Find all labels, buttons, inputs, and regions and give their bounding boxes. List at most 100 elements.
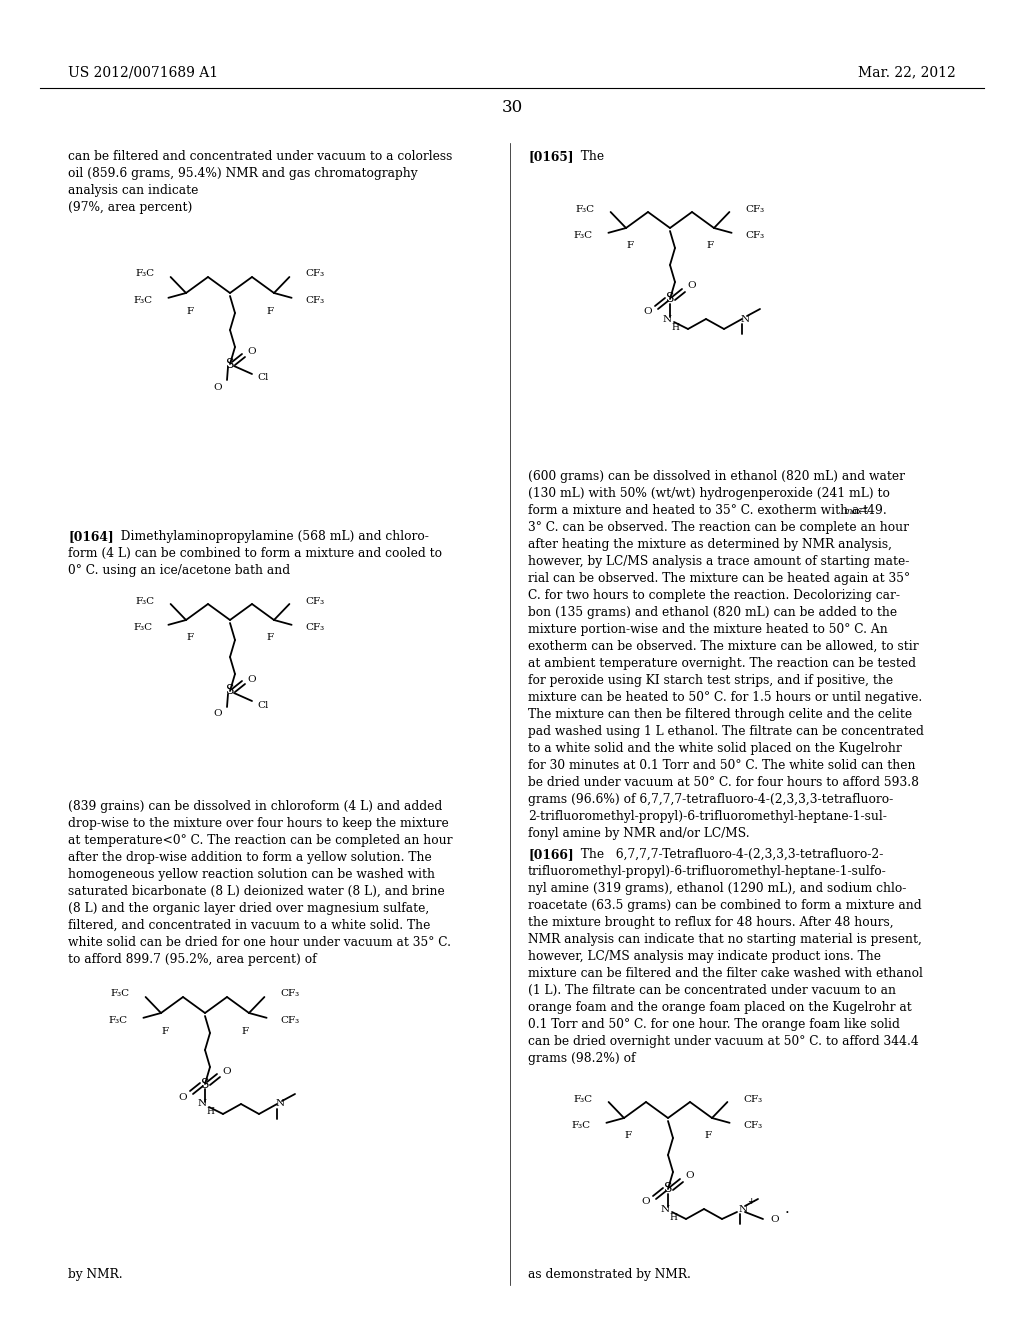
Text: The: The <box>573 150 604 162</box>
Text: Mar. 22, 2012: Mar. 22, 2012 <box>858 65 956 79</box>
Text: Dimethylaminopropylamine (568 mL) and chloro-: Dimethylaminopropylamine (568 mL) and ch… <box>113 531 429 543</box>
Text: N: N <box>738 1204 748 1213</box>
Text: F₃C: F₃C <box>135 597 155 606</box>
Text: F₃C: F₃C <box>133 296 153 305</box>
Text: N: N <box>198 1100 207 1109</box>
Text: F: F <box>242 1027 249 1035</box>
Text: O: O <box>642 1197 650 1206</box>
Text: fonyl amine by NMR and/or LC/MS.: fonyl amine by NMR and/or LC/MS. <box>528 828 750 840</box>
Text: O: O <box>248 675 256 684</box>
Text: CF₃: CF₃ <box>281 1016 300 1026</box>
Text: CF₃: CF₃ <box>305 623 325 632</box>
Text: F₃C: F₃C <box>573 231 593 240</box>
Text: however, LC/MS analysis may indicate product ions. The: however, LC/MS analysis may indicate pro… <box>528 950 881 964</box>
Text: nyl amine (319 grams), ethanol (1290 mL), and sodium chlo-: nyl amine (319 grams), ethanol (1290 mL)… <box>528 882 906 895</box>
Text: however, by LC/MS analysis a trace amount of starting mate-: however, by LC/MS analysis a trace amoun… <box>528 554 909 568</box>
Text: drop-wise to the mixture over four hours to keep the mixture: drop-wise to the mixture over four hours… <box>68 817 449 830</box>
Text: S: S <box>225 685 234 697</box>
Text: pad washed using 1 L ethanol. The filtrate can be concentrated: pad washed using 1 L ethanol. The filtra… <box>528 725 924 738</box>
Text: O: O <box>222 1067 231 1076</box>
Text: grams (98.2%) of: grams (98.2%) of <box>528 1052 636 1065</box>
Text: by NMR.: by NMR. <box>68 1269 123 1280</box>
Text: O: O <box>688 281 696 290</box>
Text: F₃C: F₃C <box>573 1094 593 1104</box>
Text: white solid can be dried for one hour under vacuum at 35° C.: white solid can be dried for one hour un… <box>68 936 451 949</box>
Text: CF₃: CF₃ <box>305 597 325 606</box>
Text: for peroxide using KI starch test strips, and if positive, the: for peroxide using KI starch test strips… <box>528 675 893 686</box>
Text: form (4 L) can be combined to form a mixture and cooled to: form (4 L) can be combined to form a mix… <box>68 546 442 560</box>
Text: (8 L) and the organic layer dried over magnesium sulfate,: (8 L) and the organic layer dried over m… <box>68 902 429 915</box>
Text: 0° C. using an ice/acetone bath and: 0° C. using an ice/acetone bath and <box>68 564 290 577</box>
Text: F: F <box>707 242 714 251</box>
Text: US 2012/0071689 A1: US 2012/0071689 A1 <box>68 65 218 79</box>
Text: to afford 899.7 (95.2%, area percent) of: to afford 899.7 (95.2%, area percent) of <box>68 953 316 966</box>
Text: (130 mL) with 50% (wt/wt) hydrogenperoxide (241 mL) to: (130 mL) with 50% (wt/wt) hydrogenperoxi… <box>528 487 890 500</box>
Text: Cl: Cl <box>257 701 268 710</box>
Text: F₃C: F₃C <box>109 1016 127 1026</box>
Text: (1 L). The filtrate can be concentrated under vacuum to an: (1 L). The filtrate can be concentrated … <box>528 983 896 997</box>
Text: Cl: Cl <box>257 374 268 383</box>
Text: max: max <box>843 507 862 516</box>
Text: [0166]: [0166] <box>528 847 573 861</box>
Text: F: F <box>186 306 194 315</box>
Text: O: O <box>214 383 222 392</box>
Text: H: H <box>206 1107 214 1117</box>
Text: =49.: =49. <box>858 504 888 517</box>
Text: at ambient temperature overnight. The reaction can be tested: at ambient temperature overnight. The re… <box>528 657 916 671</box>
Text: F: F <box>705 1131 712 1140</box>
Text: form a mixture and heated to 35° C. exotherm with a t: form a mixture and heated to 35° C. exot… <box>528 504 868 517</box>
Text: F₃C: F₃C <box>135 269 155 279</box>
Text: O: O <box>248 347 256 356</box>
Text: N: N <box>663 314 672 323</box>
Text: saturated bicarbonate (8 L) deionized water (8 L), and brine: saturated bicarbonate (8 L) deionized wa… <box>68 884 444 898</box>
Text: F₃C: F₃C <box>571 1121 591 1130</box>
Text: O: O <box>686 1172 694 1180</box>
Text: O: O <box>771 1214 779 1224</box>
Text: [0165]: [0165] <box>528 150 573 162</box>
Text: O: O <box>214 710 222 718</box>
Text: rial can be observed. The mixture can be heated again at 35°: rial can be observed. The mixture can be… <box>528 572 910 585</box>
Text: H: H <box>671 322 679 331</box>
Text: mixture can be filtered and the filter cake washed with ethanol: mixture can be filtered and the filter c… <box>528 968 923 979</box>
Text: can be filtered and concentrated under vacuum to a colorless: can be filtered and concentrated under v… <box>68 150 453 162</box>
Text: N: N <box>275 1100 285 1109</box>
Text: O: O <box>644 308 652 317</box>
Text: F₃C: F₃C <box>133 623 153 632</box>
Text: O: O <box>178 1093 187 1101</box>
Text: after the drop-wise addition to form a yellow solution. The: after the drop-wise addition to form a y… <box>68 851 432 865</box>
Text: (600 grams) can be dissolved in ethanol (820 mL) and water: (600 grams) can be dissolved in ethanol … <box>528 470 905 483</box>
Text: analysis can indicate: analysis can indicate <box>68 183 199 197</box>
Text: CF₃: CF₃ <box>745 205 765 214</box>
Text: mixture can be heated to 50° C. for 1.5 hours or until negative.: mixture can be heated to 50° C. for 1.5 … <box>528 690 923 704</box>
Text: homogeneous yellow reaction solution can be washed with: homogeneous yellow reaction solution can… <box>68 869 435 880</box>
Text: orange foam and the orange foam placed on the Kugelrohr at: orange foam and the orange foam placed o… <box>528 1001 911 1014</box>
Text: H: H <box>669 1213 677 1221</box>
Text: F: F <box>625 1131 632 1140</box>
Text: S: S <box>201 1077 209 1090</box>
Text: +: + <box>748 1197 755 1206</box>
Text: be dried under vacuum at 50° C. for four hours to afford 593.8: be dried under vacuum at 50° C. for four… <box>528 776 919 789</box>
Text: F₃C: F₃C <box>111 990 130 998</box>
Text: as demonstrated by NMR.: as demonstrated by NMR. <box>528 1269 691 1280</box>
Text: F: F <box>266 634 273 643</box>
Text: NMR analysis can indicate that no starting material is present,: NMR analysis can indicate that no starti… <box>528 933 922 946</box>
Text: CF₃: CF₃ <box>305 296 325 305</box>
Text: The mixture can then be filtered through celite and the celite: The mixture can then be filtered through… <box>528 708 912 721</box>
Text: C. for two hours to complete the reaction. Decolorizing car-: C. for two hours to complete the reactio… <box>528 589 900 602</box>
Text: filtered, and concentrated in vacuum to a white solid. The: filtered, and concentrated in vacuum to … <box>68 919 430 932</box>
Text: S: S <box>225 358 234 371</box>
Text: CF₃: CF₃ <box>745 231 765 240</box>
Text: (97%, area percent): (97%, area percent) <box>68 201 193 214</box>
Text: (839 grains) can be dissolved in chloroform (4 L) and added: (839 grains) can be dissolved in chlorof… <box>68 800 442 813</box>
Text: bon (135 grams) and ethanol (820 mL) can be added to the: bon (135 grams) and ethanol (820 mL) can… <box>528 606 897 619</box>
Text: F: F <box>627 242 634 251</box>
Text: at temperature<0° C. The reaction can be completed an hour: at temperature<0° C. The reaction can be… <box>68 834 453 847</box>
Text: the mixture brought to reflux for 48 hours. After 48 hours,: the mixture brought to reflux for 48 hou… <box>528 916 894 929</box>
Text: S: S <box>666 293 674 305</box>
Text: N: N <box>660 1204 670 1213</box>
Text: ·: · <box>784 1206 790 1220</box>
Text: mixture portion-wise and the mixture heated to 50° C. An: mixture portion-wise and the mixture hea… <box>528 623 888 636</box>
Text: after heating the mixture as determined by NMR analysis,: after heating the mixture as determined … <box>528 539 892 550</box>
Text: CF₃: CF₃ <box>743 1094 763 1104</box>
Text: 30: 30 <box>502 99 522 116</box>
